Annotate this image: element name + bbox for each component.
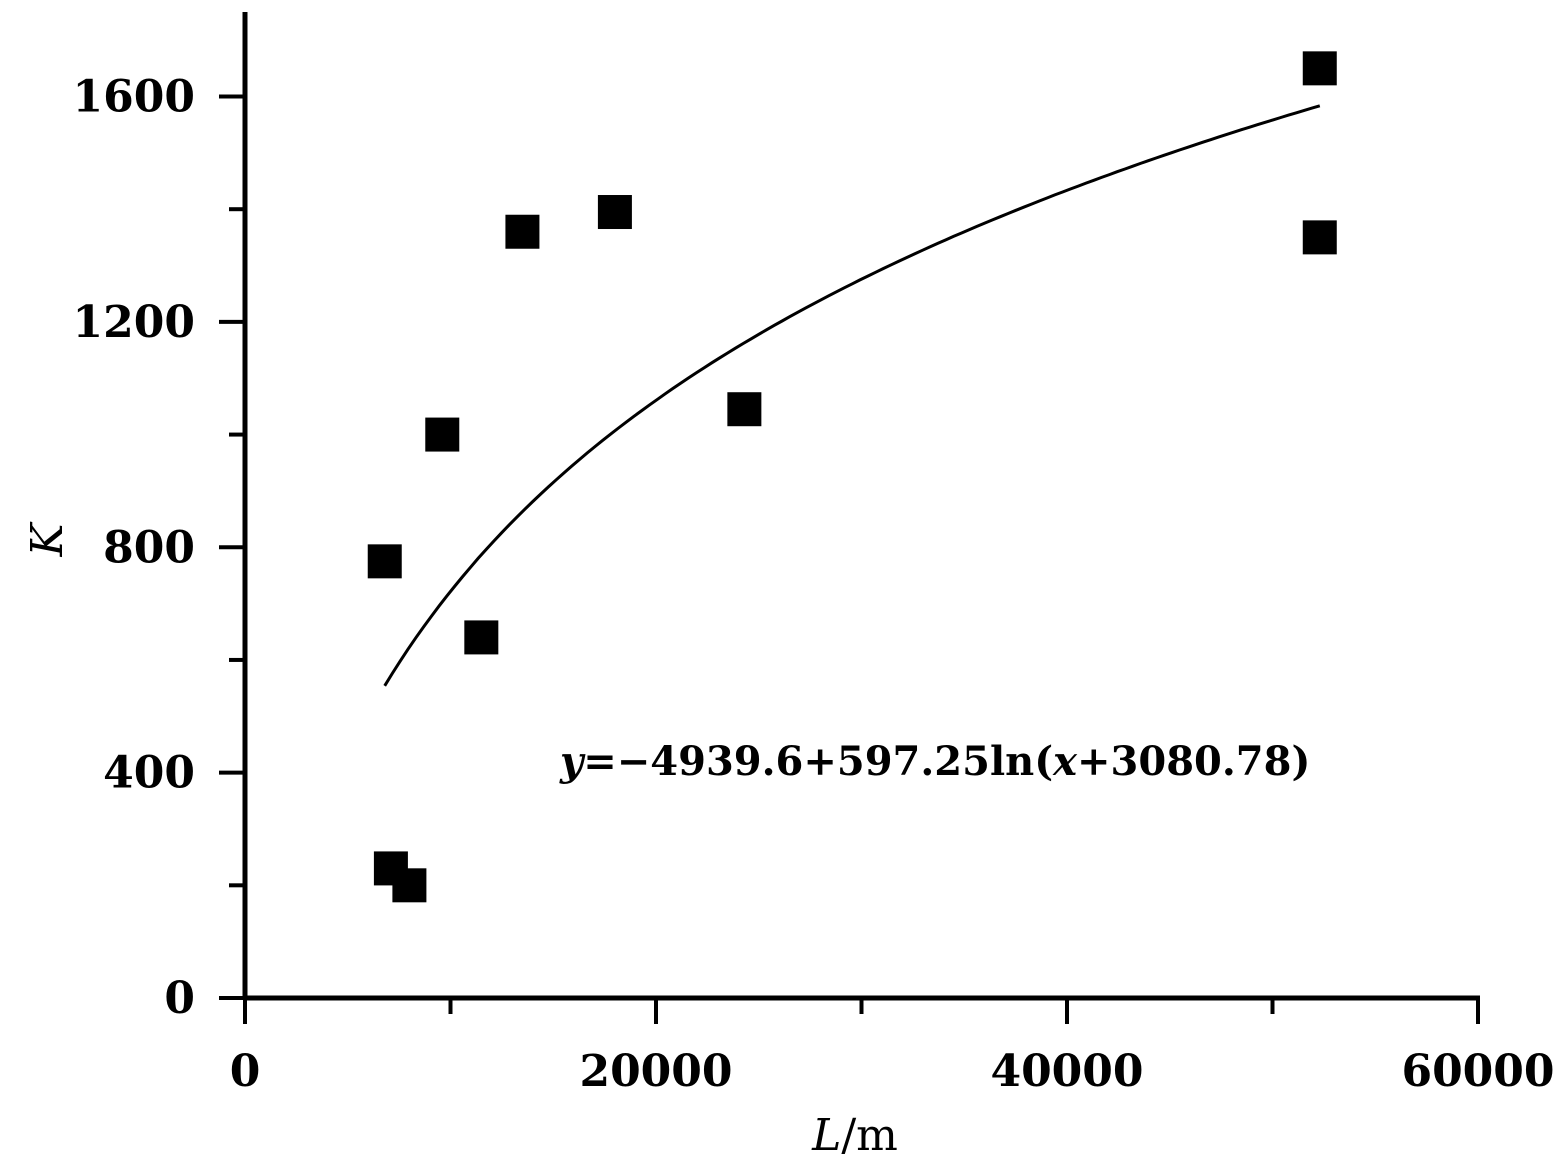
data-point xyxy=(425,417,460,452)
x-tick-label: 20000 xyxy=(579,1046,732,1097)
y-axis-title: K xyxy=(22,521,73,557)
x-tick-label: 60000 xyxy=(1401,1046,1554,1097)
data-points xyxy=(367,51,1337,903)
equation-x-var: x xyxy=(1052,738,1078,785)
axes xyxy=(242,12,1480,1001)
y-tick-label: 0 xyxy=(164,973,195,1024)
equation-y-var: y xyxy=(559,738,586,785)
x-tick-label: 40000 xyxy=(990,1046,1143,1097)
fit-curve xyxy=(383,104,1321,687)
equation-label: y=−4939.6+597.25ln(x+3080.78) xyxy=(559,738,1310,785)
data-point xyxy=(597,195,632,230)
data-point xyxy=(392,868,427,903)
x-axis-var: L xyxy=(811,1110,841,1161)
data-point xyxy=(1302,220,1337,255)
equation-part-2: +3080.78) xyxy=(1077,738,1310,785)
data-point xyxy=(464,620,499,655)
x-axis-title: L/m xyxy=(811,1110,898,1161)
y-tick-label: 1600 xyxy=(73,72,195,123)
y-tick-label: 800 xyxy=(103,522,195,573)
equation-part-1: =−4939.6+597.25ln( xyxy=(583,738,1053,785)
data-point xyxy=(1302,51,1337,86)
y-tick-label: 1200 xyxy=(73,297,195,348)
data-point xyxy=(367,544,402,579)
tick-labels: 0 20000 40000 60000 0 400 800 1200 1600 xyxy=(73,72,1555,1097)
x-axis-unit: /m xyxy=(841,1110,898,1161)
data-point xyxy=(727,392,762,427)
y-tick-label: 400 xyxy=(103,748,195,799)
axis-ticks xyxy=(219,94,1480,1024)
data-point xyxy=(505,214,540,249)
x-tick-label: 0 xyxy=(230,1046,261,1097)
